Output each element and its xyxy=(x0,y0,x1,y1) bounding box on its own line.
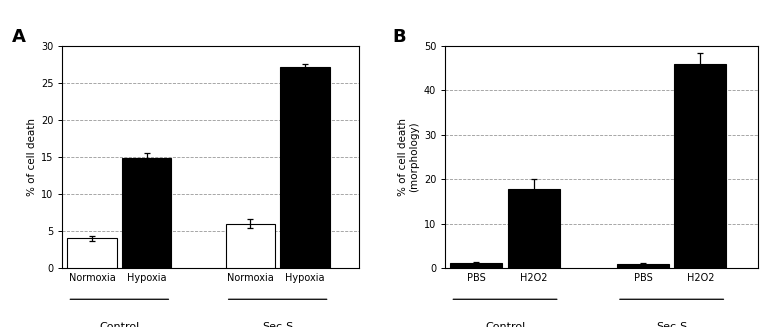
Text: Control: Control xyxy=(99,321,140,327)
Bar xyxy=(280,66,330,268)
Bar xyxy=(617,264,669,268)
Text: A: A xyxy=(12,28,26,46)
Bar xyxy=(122,159,171,268)
Bar xyxy=(226,224,275,268)
Bar xyxy=(451,263,502,268)
Y-axis label: % of cell death: % of cell death xyxy=(27,118,37,196)
Bar xyxy=(508,189,560,268)
Text: Sec-S: Sec-S xyxy=(656,321,687,327)
Text: Sec-S: Sec-S xyxy=(262,321,294,327)
Text: Control: Control xyxy=(485,321,525,327)
Bar xyxy=(674,64,726,268)
Text: B: B xyxy=(392,28,405,46)
Y-axis label: % of cell death
(morphology): % of cell death (morphology) xyxy=(398,118,419,196)
Bar xyxy=(67,238,117,268)
